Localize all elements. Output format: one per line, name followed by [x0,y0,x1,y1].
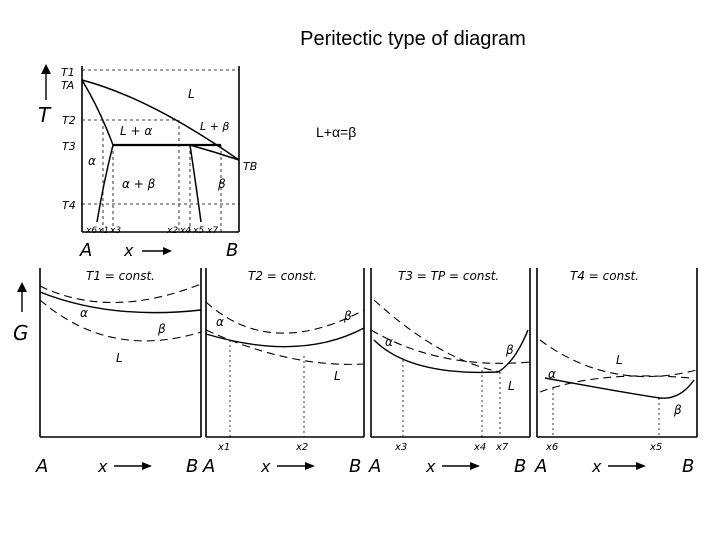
g-panel-t2-labels: T2 = const. α β L x1 x2 [216,269,352,453]
panel4-liquid: L [616,353,623,367]
panel3-x3: x3 [394,442,407,453]
panel2-alpha: α [216,315,224,329]
panel3-beta: β [505,343,514,357]
comp-x6: x6 [85,226,97,236]
panel3-alpha: α [385,335,393,349]
temp-t1: T1 [61,66,75,79]
panel2-x1: x1 [217,442,230,453]
temp-tb: TB [243,160,257,173]
panel3-liquid: L [508,379,515,393]
panel4-b: B [682,456,694,477]
panel4-condition: T4 = const. [570,269,639,283]
temp-ta: TA [61,79,74,92]
phase-diagram [41,64,240,233]
g-panel-t1 [39,268,202,438]
g-axis-label: G [13,321,29,345]
region-alpha-beta: α + β [122,177,156,191]
panel4-a: A [534,456,547,477]
comp-x1: x1 [97,226,109,236]
region-l: L [188,87,195,101]
temp-t4: T4 [62,199,76,212]
temp-t3: T3 [62,140,76,153]
panel2-x2: x2 [295,442,308,453]
panel2-condition: T2 = const. [248,269,317,283]
g-bottom-labels: A x B A x B A x B A x B [35,456,694,477]
region-l-alpha: L + α [120,124,152,138]
panel1-b: B [186,456,198,477]
comp-x7: x7 [206,226,218,236]
panel4-alpha: α [548,367,556,381]
panel3-x: x [425,457,436,476]
comp-x4: x4 [179,226,191,236]
comp-x3: x3 [109,226,121,236]
panel1-x: x [97,457,108,476]
panel2-liquid: L [334,369,341,383]
region-beta: β [217,177,226,191]
component-b: B [226,240,238,261]
panel3-x7: x7 [495,442,509,453]
peritectic-reaction: L+α=β [316,124,357,140]
temp-t2: T2 [62,114,76,127]
phase-diagram-labels: T T1 TA T2 T3 T4 TB L L + α L + β α α + … [38,66,257,261]
g-panel-t3 [370,268,531,438]
panel3-condition: T3 = TP = const. [398,269,499,283]
g-panel-t4-labels: T4 = const. α L β x6 x5 [545,269,682,453]
panel2-b: B [349,456,361,477]
panel3-a: A [368,456,381,477]
panel4-beta: β [673,403,682,417]
x-axis-arrow [142,247,172,255]
panel3-x4: x4 [473,442,486,453]
comp-x5: x5 [192,226,204,236]
region-alpha: α [88,154,96,168]
panel4-x6: x6 [545,442,558,453]
panel1-condition: T1 = const. [86,269,155,283]
comp-x2: x2 [166,226,178,236]
g-panel-t1-labels: T1 = const. α β L [80,269,166,365]
slide-title: Peritectic type of diagram [300,28,526,50]
panel1-alpha: α [80,306,88,320]
component-a: A [79,240,92,261]
g-axis: G [13,282,29,345]
g-panel-t2 [205,268,365,438]
panel1-beta: β [157,322,166,336]
t-axis-label: T [38,103,52,127]
panel2-x: x [260,457,271,476]
g-panel-t3-labels: T3 = TP = const. α β L x3 x4 x7 [385,269,515,453]
x-axis-label: x [123,241,134,260]
panel2-a: A [202,456,215,477]
panel1-a: A [35,456,48,477]
g-x-arrows [114,462,646,470]
panel4-x5: x5 [649,442,662,453]
panel2-beta: β [343,309,352,323]
panel3-b: B [514,456,526,477]
panel4-x: x [591,457,602,476]
region-l-beta: L + β [200,120,229,133]
g-panel-t4 [536,268,698,438]
panel1-liquid: L [116,351,123,365]
